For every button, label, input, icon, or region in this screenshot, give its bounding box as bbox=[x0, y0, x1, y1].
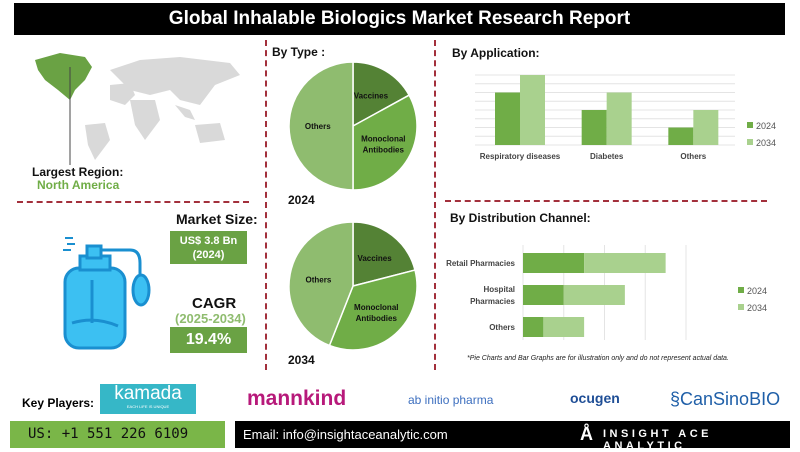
abinitio-logo: ab initio pharma bbox=[408, 393, 494, 407]
legend-swatch bbox=[738, 304, 744, 310]
pie-slice-vaccines bbox=[352, 221, 416, 287]
kamada-logo: kamada EACH LIFE IS UNIQUE bbox=[100, 384, 196, 414]
legend-swatch bbox=[738, 287, 744, 293]
by-distribution-title: By Distribution Channel: bbox=[450, 211, 591, 225]
pie-label: Others bbox=[306, 275, 332, 284]
email[interactable]: Email: info@insightaceanalytic.com bbox=[243, 427, 448, 442]
pie-label: Antibodies bbox=[363, 145, 405, 154]
divider bbox=[17, 201, 249, 203]
largest-region-value: North America bbox=[37, 178, 120, 192]
cansinobio-logo: §CanSinoBIO bbox=[670, 389, 781, 409]
category-label: Retail Pharmacies bbox=[446, 259, 515, 268]
market-size-label: Market Size: bbox=[176, 211, 258, 227]
application-bar-chart: Respiratory diseases Diabetes Others 2024 20… bbox=[475, 74, 776, 161]
disclaimer: *Pie Charts and Bar Graphs are for illus… bbox=[467, 355, 729, 362]
pie-caption-2024: 2024 bbox=[288, 193, 315, 207]
bar-2024 bbox=[523, 285, 564, 305]
pie-label: Monoclonal bbox=[361, 134, 405, 143]
key-players-label: Key Players: bbox=[22, 396, 95, 410]
report-title: Global Inhalable Biologics Market Resear… bbox=[14, 3, 785, 35]
legend-label: 2024 bbox=[756, 121, 776, 131]
world-map bbox=[35, 53, 240, 165]
category-label: Respiratory diseases bbox=[480, 152, 561, 161]
legend-label: 2034 bbox=[756, 138, 776, 148]
pie-chart-2024: Vaccines Monoclonal Antibodies Others bbox=[288, 61, 418, 191]
pie-slice-others bbox=[288, 61, 354, 191]
by-type-title: By Type : bbox=[272, 45, 326, 59]
cagr-label: CAGR bbox=[192, 295, 237, 312]
pie-label: Vaccines bbox=[354, 92, 389, 101]
by-application-title: By Application: bbox=[452, 46, 540, 60]
insightace-logo-icon: Å bbox=[580, 424, 593, 444]
market-size-value: US$ 3.8 Bn (2024) bbox=[170, 231, 247, 264]
legend-label: 2024 bbox=[747, 286, 767, 296]
bar-2034 bbox=[520, 75, 545, 145]
north-america-highlight bbox=[35, 53, 92, 100]
bar-2024 bbox=[581, 110, 607, 145]
cansinobio-symbol-icon: § bbox=[670, 389, 681, 409]
category-label: Others bbox=[680, 152, 706, 161]
bar-2034 bbox=[584, 253, 666, 273]
divider bbox=[445, 200, 767, 202]
legend-swatch bbox=[747, 139, 753, 145]
bar-2034 bbox=[693, 110, 719, 145]
brand-name: INSIGHT ACE ANALYTIC bbox=[603, 428, 712, 452]
pie-slice-monoclonal-antibodies bbox=[328, 269, 418, 351]
category-label: Hospital bbox=[483, 285, 515, 294]
bar-2024 bbox=[668, 127, 694, 145]
category-label: Diabetes bbox=[590, 152, 624, 161]
cagr-period: (2025-2034) bbox=[175, 311, 246, 326]
pie-caption-2034: 2034 bbox=[288, 353, 315, 367]
ocugen-logo: ocugen bbox=[570, 390, 620, 406]
category-label: Pharmacies bbox=[470, 297, 515, 306]
pie-slice-vaccines bbox=[352, 61, 411, 128]
divider bbox=[434, 40, 436, 370]
legend-swatch bbox=[747, 122, 753, 128]
divider bbox=[265, 40, 267, 370]
pie-slice-others bbox=[288, 221, 354, 347]
footer-bar: Email: info@insightaceanalytic.com Å INS… bbox=[235, 421, 790, 452]
pie-label: Vaccines bbox=[357, 254, 392, 263]
market-size-year: (2024) bbox=[192, 249, 225, 261]
bar-2034 bbox=[563, 285, 625, 305]
market-size-amount: US$ 3.8 Bn bbox=[179, 235, 238, 247]
bar-2024 bbox=[523, 317, 544, 337]
cagr-value: 19.4% bbox=[170, 327, 247, 353]
pie-label: Others bbox=[305, 122, 331, 131]
pie-label: Monoclonal bbox=[354, 303, 398, 312]
bar-2034 bbox=[606, 92, 632, 145]
legend-label: 2034 bbox=[747, 303, 767, 313]
largest-region-label: Largest Region: bbox=[32, 165, 124, 179]
category-label: Others bbox=[489, 323, 515, 332]
inhaler-icon bbox=[63, 237, 151, 350]
pie-chart-2034: Vaccines Monoclonal Antibodies Others bbox=[288, 221, 418, 351]
bar-2024 bbox=[495, 92, 520, 145]
distribution-bar-chart: Retail Pharmacies Hospital Pharmacies Other… bbox=[446, 245, 767, 340]
bar-2034 bbox=[543, 317, 585, 337]
pie-label: Antibodies bbox=[356, 314, 398, 323]
phone-number: US: +1 551 226 6109 bbox=[10, 421, 225, 448]
pie-slice-monoclonal-antibodies bbox=[352, 94, 418, 191]
bar-2024 bbox=[523, 253, 585, 273]
mannkind-logo: mannkind bbox=[247, 387, 347, 410]
